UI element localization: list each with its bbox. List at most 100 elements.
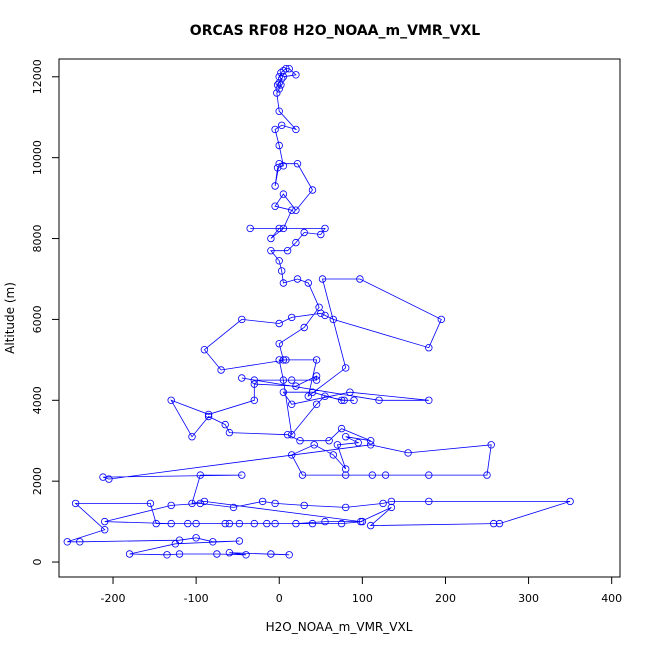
data-point: [354, 439, 362, 447]
data-point: [271, 182, 279, 190]
data-point: [275, 159, 283, 168]
x-tick-label: -100: [184, 592, 209, 605]
data-point: [288, 400, 296, 408]
data-point: [175, 536, 184, 544]
data-point: [283, 246, 292, 255]
data-point: [283, 431, 292, 439]
data-point: [312, 372, 321, 380]
data-point: [279, 162, 288, 170]
data-point: [225, 549, 234, 557]
data-point: [275, 79, 283, 87]
data-point: [196, 471, 204, 479]
data-point: [425, 344, 433, 352]
data-point: [293, 159, 302, 168]
y-tick-label: 10000: [31, 140, 44, 175]
data-point: [275, 224, 283, 233]
data-point: [312, 356, 321, 364]
data-point: [356, 275, 364, 283]
data-point: [495, 519, 504, 528]
data-point: [379, 499, 387, 508]
data-point: [242, 551, 250, 559]
data-point: [275, 141, 283, 150]
x-axis: -200 -100 0 100 200 300 400: [101, 577, 622, 605]
data-point: [350, 396, 358, 404]
data-point: [204, 410, 213, 419]
data-point: [367, 521, 375, 530]
data-point: [275, 340, 283, 348]
data-point: [271, 202, 279, 210]
data-point: [105, 475, 113, 483]
data-point: [250, 519, 258, 528]
data-point: [317, 230, 325, 239]
data-point: [267, 246, 275, 255]
data-point: [221, 519, 229, 528]
data-point: [340, 396, 348, 404]
data-point: [315, 303, 323, 311]
data-point: [329, 451, 337, 459]
data-point: [278, 75, 286, 83]
data-point: [279, 73, 288, 81]
data-point: [292, 519, 300, 528]
data-point: [282, 356, 290, 364]
data-point: [184, 519, 192, 528]
data-point: [381, 471, 390, 479]
data-point: [279, 356, 288, 364]
data-point: [175, 550, 184, 558]
y-axis-label: Altitude (m): [3, 282, 17, 354]
data-point: [308, 388, 317, 396]
data-point: [300, 323, 308, 332]
data-point: [288, 206, 296, 214]
data-point: [275, 257, 283, 265]
data-point: [152, 519, 160, 528]
data-point: [267, 550, 275, 558]
data-point: [235, 519, 244, 528]
chart-title: ORCAS RF08 H2O_NOAA_m_VMR_VXL: [190, 23, 480, 39]
data-point: [368, 471, 376, 479]
data-point: [300, 501, 308, 510]
data-point: [192, 534, 200, 542]
data-point: [337, 424, 346, 433]
data-point: [342, 503, 350, 512]
series-layer: [63, 64, 574, 559]
data-point: [163, 551, 171, 559]
data-point: [367, 441, 375, 449]
data-point: [246, 224, 254, 233]
data-point: [292, 125, 300, 134]
data-point: [342, 433, 350, 441]
data-point: [209, 538, 217, 546]
data-point: [318, 275, 327, 283]
data-point: [285, 64, 293, 73]
data-point: [204, 412, 213, 421]
data-point: [404, 449, 412, 457]
y-tick-label: 4000: [31, 386, 44, 414]
data-point: [278, 267, 286, 275]
data-point: [321, 392, 329, 400]
data-point: [125, 550, 134, 558]
data-point: [279, 224, 288, 233]
data-point: [279, 388, 288, 396]
data-point: [278, 121, 286, 129]
data-point: [250, 396, 258, 404]
y-axis: 0 2000 4000 6000 8000 10000 12000: [31, 59, 59, 566]
data-point: [277, 68, 285, 77]
data-point: [76, 538, 84, 546]
data-point: [225, 428, 234, 437]
data-point: [342, 364, 350, 372]
y-tick-label: 8000: [31, 225, 44, 253]
data-point: [267, 234, 275, 243]
data-point: [100, 526, 109, 534]
data-point: [279, 376, 288, 384]
data-point: [238, 471, 246, 479]
data-point: [275, 319, 283, 328]
data-point: [329, 315, 337, 324]
series-line: [67, 68, 571, 556]
data-point: [337, 519, 346, 528]
data-point: [310, 441, 318, 449]
data-point: [387, 497, 396, 506]
data-point: [100, 517, 109, 526]
data-point: [273, 81, 282, 89]
y-tick-label: 2000: [31, 467, 44, 495]
data-point: [238, 315, 246, 324]
data-point: [250, 380, 258, 388]
